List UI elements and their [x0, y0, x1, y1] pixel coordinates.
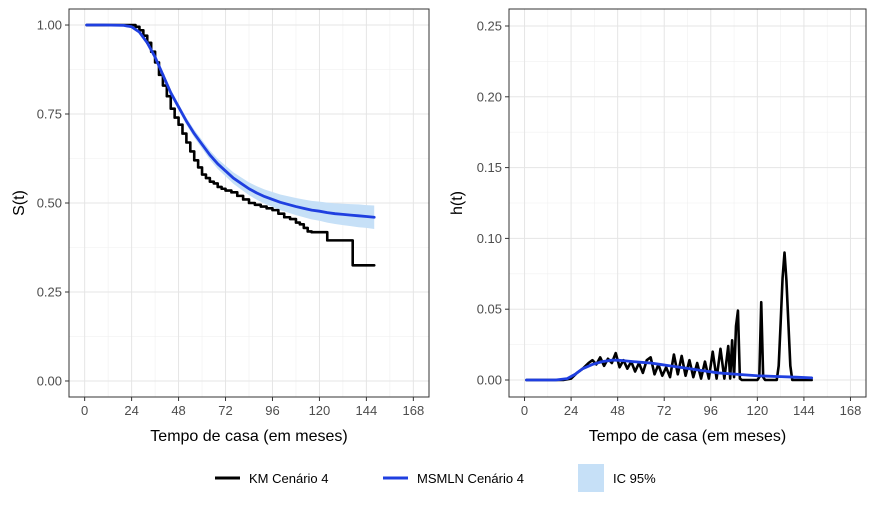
y-tick-label: 0.50 [37, 196, 62, 211]
x-tick-label: 72 [657, 403, 671, 418]
x-tick-label: 96 [704, 403, 718, 418]
x-tick-label: 144 [356, 403, 378, 418]
y-tick-label: 0.15 [477, 160, 502, 175]
y-axis-title: h(t) [449, 191, 466, 215]
y-tick-label: 1.00 [37, 18, 62, 33]
x-tick-label: 72 [218, 403, 232, 418]
x-tick-label: 48 [610, 403, 624, 418]
x-tick-label: 168 [402, 403, 424, 418]
hazard-panel: 0 24 48 72 96 120 144 168 0.00 0.05 0.10 0.15 0.20 0.… [449, 8, 867, 445]
legend-ic-swatch [578, 464, 604, 492]
survival-panel: 0 24 48 72 96 120 144 168 0.00 0.25 0.50 0.75 1.00 Te… [11, 8, 430, 445]
y-tick-label: 0.00 [37, 373, 62, 388]
x-tick-label: 120 [309, 403, 331, 418]
x-tick-label: 144 [793, 403, 815, 418]
panel-border [508, 8, 867, 398]
x-axis-title: Tempo de casa (em meses) [589, 428, 786, 445]
y-tick-label: 0.25 [37, 284, 62, 299]
x-tick-label: 0 [81, 403, 88, 418]
x-tick-label: 24 [564, 403, 578, 418]
y-axis-title: S(t) [11, 190, 28, 216]
x-tick-label: 24 [124, 403, 138, 418]
legend-ic-label: IC 95% [613, 471, 656, 486]
x-tick-label: 120 [746, 403, 768, 418]
legend-msmln-label: MSMLN Cenário 4 [417, 471, 524, 486]
legend: KM Cenário 4 MSMLN Cenário 4 IC 95% [215, 464, 656, 492]
legend-km-label: KM Cenário 4 [249, 471, 328, 486]
y-tick-label: 0.10 [477, 231, 502, 246]
x-tick-label: 168 [840, 403, 862, 418]
ci-ribbon [86, 25, 375, 229]
msmln-series-line [525, 358, 814, 382]
x-tick-label: 48 [171, 403, 185, 418]
msmln-series-line [85, 23, 376, 219]
y-tick-label: 0.05 [477, 302, 502, 317]
y-tick-label: 0.75 [37, 107, 62, 122]
y-tick-label: 0.20 [477, 89, 502, 104]
x-tick-label: 96 [265, 403, 279, 418]
y-tick-label: 0.25 [477, 18, 502, 33]
y-tick-label: 0.00 [477, 373, 502, 388]
x-axis-title: Tempo de casa (em meses) [150, 428, 347, 445]
x-tick-label: 0 [521, 403, 528, 418]
